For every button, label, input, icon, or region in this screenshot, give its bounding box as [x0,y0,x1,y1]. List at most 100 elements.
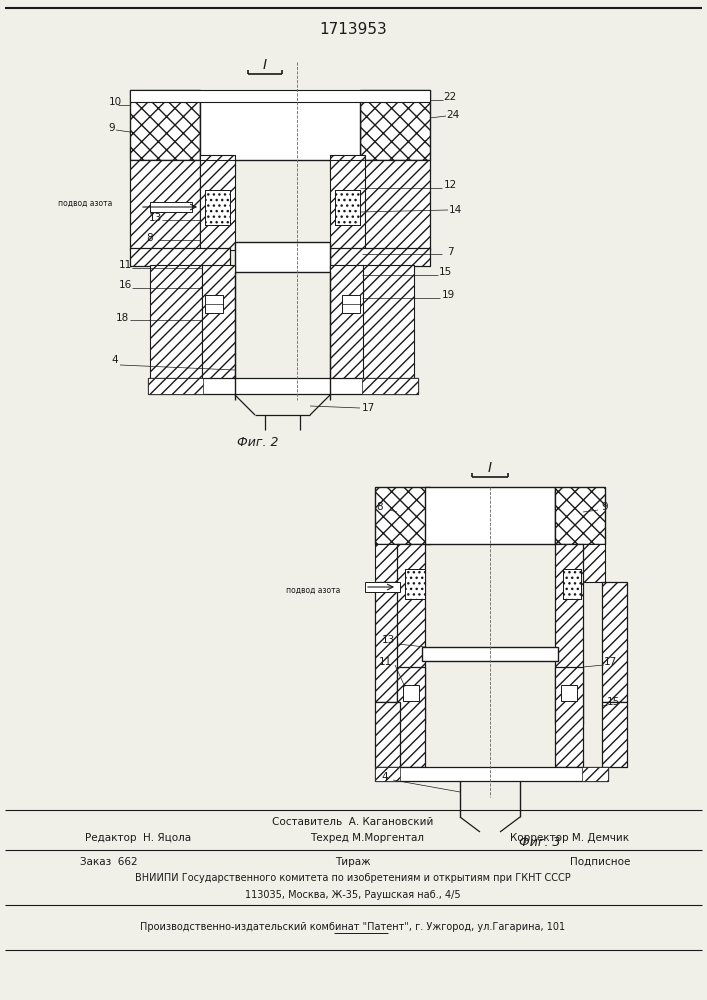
Bar [360,90,430,160]
Bar [330,155,365,175]
Bar [375,582,400,702]
Bar [375,544,400,582]
Bar [330,160,365,250]
Bar [360,160,430,250]
Text: Заказ  662: Заказ 662 [80,857,138,867]
Text: I: I [488,461,492,475]
Bar [602,582,627,702]
Text: Корректор М. Демчик: Корректор М. Демчик [510,833,629,843]
Bar [362,265,414,380]
Bar [130,160,200,250]
Bar [563,569,581,599]
Bar [555,487,605,544]
Bar [202,265,235,380]
Text: 12: 12 [443,180,457,190]
Bar [130,248,230,266]
Text: Производственно-издательский комбинат "Патент", г. Ужгород, ул.Гагарина, 101: Производственно-издательский комбинат "П… [141,922,566,932]
Text: 8: 8 [377,502,383,512]
Text: 22: 22 [443,92,457,102]
Bar [205,190,230,225]
Bar [148,378,418,394]
Bar [375,544,400,582]
Bar [148,378,203,394]
Text: 9: 9 [109,123,115,133]
Text: 15: 15 [607,697,619,707]
Bar [582,544,605,582]
Bar [200,155,235,175]
Text: Техред М.Моргентал: Техред М.Моргентал [310,833,424,843]
Text: 24: 24 [446,110,460,120]
Bar [205,190,230,225]
Bar [397,667,425,767]
Bar [405,569,425,599]
Bar [397,544,425,724]
Text: 11: 11 [118,260,132,270]
Bar [150,202,192,212]
Bar [375,767,608,781]
Bar [561,685,577,701]
Bar [330,248,430,266]
Text: ВНИИПИ Государственного комитета по изобретениям и открытиям при ГКНТ СССР: ВНИИПИ Государственного комитета по изоб… [135,873,571,883]
Bar [205,295,223,313]
Text: 9: 9 [602,502,608,512]
Text: 13: 13 [381,635,395,645]
Bar [362,378,418,394]
Text: 113035, Москва, Ж-35, Раушская наб., 4/5: 113035, Москва, Ж-35, Раушская наб., 4/5 [245,890,461,900]
Text: 7: 7 [447,247,453,257]
Bar [150,265,202,380]
Bar [365,582,400,592]
Text: Фиг. 2: Фиг. 2 [238,436,279,448]
Bar [555,487,605,544]
Text: Фиг. 3: Фиг. 3 [519,836,561,848]
Bar [403,685,419,701]
Bar [330,155,365,175]
Bar [362,265,414,380]
Text: 17: 17 [603,657,617,667]
Bar [582,767,608,781]
Text: I: I [263,58,267,72]
Bar [335,190,360,225]
Bar [375,582,400,702]
Text: 4: 4 [112,355,118,365]
Bar [335,190,360,225]
Text: Составитель  А. Кагановский: Составитель А. Кагановский [272,817,433,827]
Text: 16: 16 [118,280,132,290]
Bar [360,160,430,250]
Bar [130,160,200,250]
Bar [425,487,555,544]
Text: 19: 19 [441,290,455,300]
Bar [375,702,400,767]
Text: 1713953: 1713953 [319,22,387,37]
Bar [130,90,430,102]
Bar [582,544,605,582]
Bar [555,544,583,724]
Text: Редактор  Н. Яцола: Редактор Н. Яцола [85,833,191,843]
Text: 15: 15 [438,267,452,277]
Text: 10: 10 [108,97,122,107]
Bar [360,90,430,160]
Bar [563,569,581,599]
Bar [397,544,425,724]
Bar [330,248,430,266]
Text: подвод азота: подвод азота [58,198,112,208]
Text: 14: 14 [448,205,462,215]
Text: 18: 18 [115,313,129,323]
Bar [130,90,200,160]
Bar [422,647,558,661]
Bar [330,160,365,250]
Text: Подписное: Подписное [570,857,630,867]
Text: 17: 17 [361,403,375,413]
Bar [130,248,230,266]
Bar [200,100,360,160]
Bar [200,160,235,250]
Bar [405,569,425,599]
Bar [375,487,430,544]
Text: подвод азота: подвод азота [286,585,340,594]
Bar [202,265,235,380]
Bar [330,265,363,380]
Bar [555,544,583,724]
Bar [555,667,583,767]
Bar [602,702,627,767]
Bar [330,265,363,380]
Text: Тираж: Тираж [335,857,370,867]
